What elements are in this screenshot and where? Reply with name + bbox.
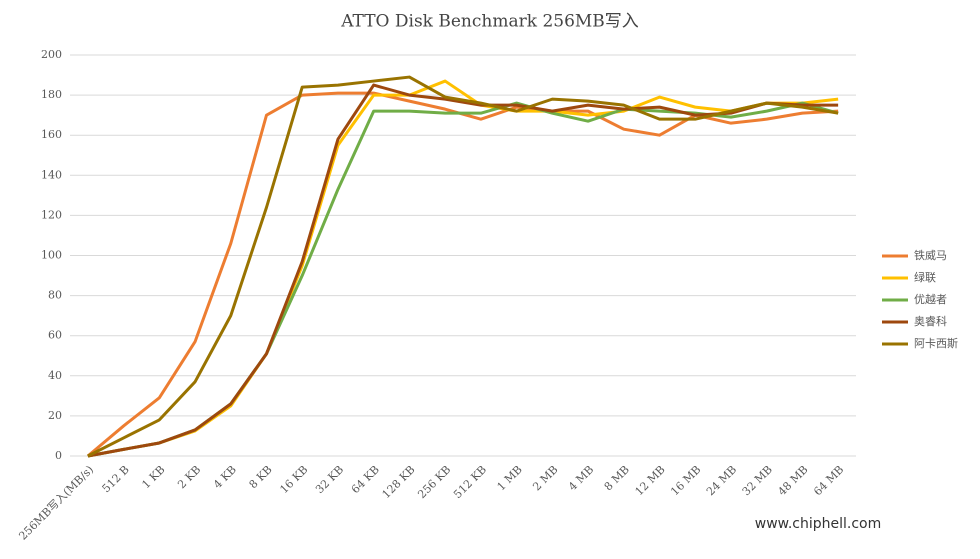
y-tick-label: 100 xyxy=(41,249,62,262)
x-tick-label: 16 MB xyxy=(668,463,703,498)
y-tick-label: 80 xyxy=(48,289,62,302)
x-tick-label: 512 B xyxy=(100,463,132,495)
chart-title: ATTO Disk Benchmark 256MB写入 xyxy=(340,12,639,32)
x-tick-label: 4 KB xyxy=(211,463,239,491)
x-tick-label: 64 MB xyxy=(811,463,846,498)
x-tick-label: 512 KB xyxy=(451,463,489,501)
x-tick-label: 1 KB xyxy=(139,463,167,491)
y-tick-label: 120 xyxy=(41,208,62,221)
x-tick-label: 8 MB xyxy=(602,463,632,493)
y-tick-label: 180 xyxy=(41,88,62,101)
x-tick-label: 2 MB xyxy=(530,463,560,493)
x-tick-label: 32 MB xyxy=(740,463,775,498)
watermark: www.chiphell.com xyxy=(755,516,881,532)
legend-label: 奥睿科 xyxy=(914,314,947,328)
x-tick-label: 32 KB xyxy=(313,463,346,496)
series-line xyxy=(86,91,839,458)
series-line xyxy=(87,101,839,458)
y-tick-label: 20 xyxy=(48,409,62,422)
x-tick-label: 8 KB xyxy=(247,463,275,491)
series-line xyxy=(87,75,839,458)
y-tick-label: 40 xyxy=(48,369,62,382)
x-tick-label: 64 KB xyxy=(349,463,382,496)
x-tick-label: 256 KB xyxy=(415,463,453,501)
series-line xyxy=(87,79,839,458)
y-tick-label: 200 xyxy=(41,48,62,61)
x-tick-label: 1 MB xyxy=(495,463,525,493)
legend-label: 绿联 xyxy=(914,270,936,284)
x-tick-label: 4 MB xyxy=(566,463,596,493)
x-tick-label: 16 KB xyxy=(277,463,310,496)
x-tick-label: 24 MB xyxy=(704,463,739,498)
x-tick-label: 128 KB xyxy=(380,463,418,501)
y-tick-label: 0 xyxy=(55,449,62,462)
legend-label: 阿卡西斯 xyxy=(914,337,958,350)
x-tick-label: 2 KB xyxy=(175,463,203,491)
y-tick-label: 140 xyxy=(41,168,62,181)
legend-label: 优越者 xyxy=(914,292,947,306)
x-tick-label: 48 MB xyxy=(775,463,810,498)
x-tick-label: 12 MB xyxy=(632,463,667,498)
legend-label: 铁威马 xyxy=(914,249,947,262)
x-tick-label: 256MB写入(MB/s) xyxy=(16,463,96,543)
y-tick-label: 60 xyxy=(48,329,62,342)
series-line xyxy=(87,83,839,458)
y-tick-label: 160 xyxy=(41,128,62,141)
